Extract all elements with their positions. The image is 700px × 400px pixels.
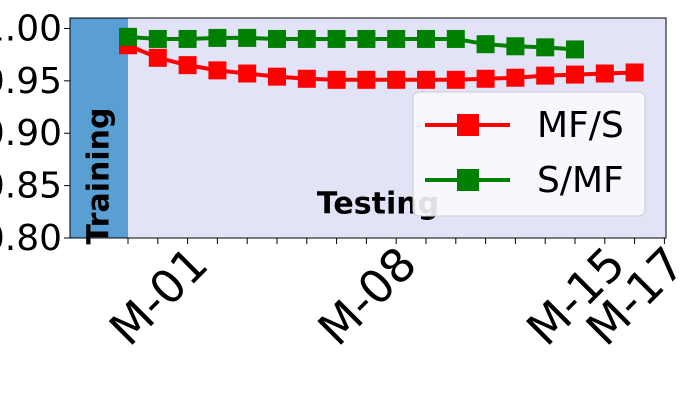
marker bbox=[268, 67, 286, 86]
marker bbox=[357, 29, 376, 48]
plot-frame bbox=[69, 17, 667, 239]
marker bbox=[476, 69, 495, 88]
x-tick-label: M-01 bbox=[99, 236, 218, 355]
marker bbox=[119, 27, 137, 46]
training-region bbox=[70, 18, 128, 238]
marker bbox=[238, 28, 257, 47]
marker bbox=[625, 63, 644, 82]
marker bbox=[208, 28, 227, 47]
series-line bbox=[127, 34, 576, 52]
marker bbox=[446, 29, 465, 48]
y-tick-label: 1.00 bbox=[0, 8, 62, 49]
x-tick-label: M-08 bbox=[307, 236, 426, 355]
marker bbox=[506, 68, 525, 87]
marker bbox=[387, 70, 406, 89]
marker bbox=[566, 40, 584, 59]
legend-label: MF/S bbox=[537, 105, 624, 146]
marker bbox=[357, 70, 376, 89]
marker bbox=[536, 66, 555, 85]
marker bbox=[446, 70, 465, 89]
marker bbox=[178, 56, 197, 75]
marker bbox=[178, 29, 197, 48]
marker bbox=[536, 38, 555, 57]
y-tick-label: 0.95 bbox=[0, 61, 62, 102]
marker bbox=[417, 29, 435, 48]
marker bbox=[148, 48, 167, 67]
marker bbox=[327, 29, 346, 48]
marker bbox=[297, 69, 316, 88]
marker bbox=[566, 65, 584, 84]
marker bbox=[238, 64, 257, 83]
marker bbox=[208, 61, 227, 80]
y-tick-label: 0.90 bbox=[0, 113, 62, 154]
legend-marker bbox=[457, 114, 479, 136]
marker bbox=[387, 29, 406, 48]
y-tick-label: 0.80 bbox=[0, 218, 62, 259]
legend-label: S/MF bbox=[537, 160, 624, 201]
marker bbox=[476, 35, 495, 54]
marker bbox=[327, 70, 346, 89]
y-tick-label: 0.85 bbox=[0, 166, 62, 207]
marker bbox=[506, 37, 525, 56]
marker bbox=[297, 29, 316, 48]
marker bbox=[148, 29, 167, 48]
marker bbox=[417, 70, 435, 89]
marker bbox=[595, 64, 614, 83]
legend-marker bbox=[457, 169, 479, 191]
marker bbox=[268, 29, 286, 48]
training-label: Training bbox=[82, 108, 117, 245]
